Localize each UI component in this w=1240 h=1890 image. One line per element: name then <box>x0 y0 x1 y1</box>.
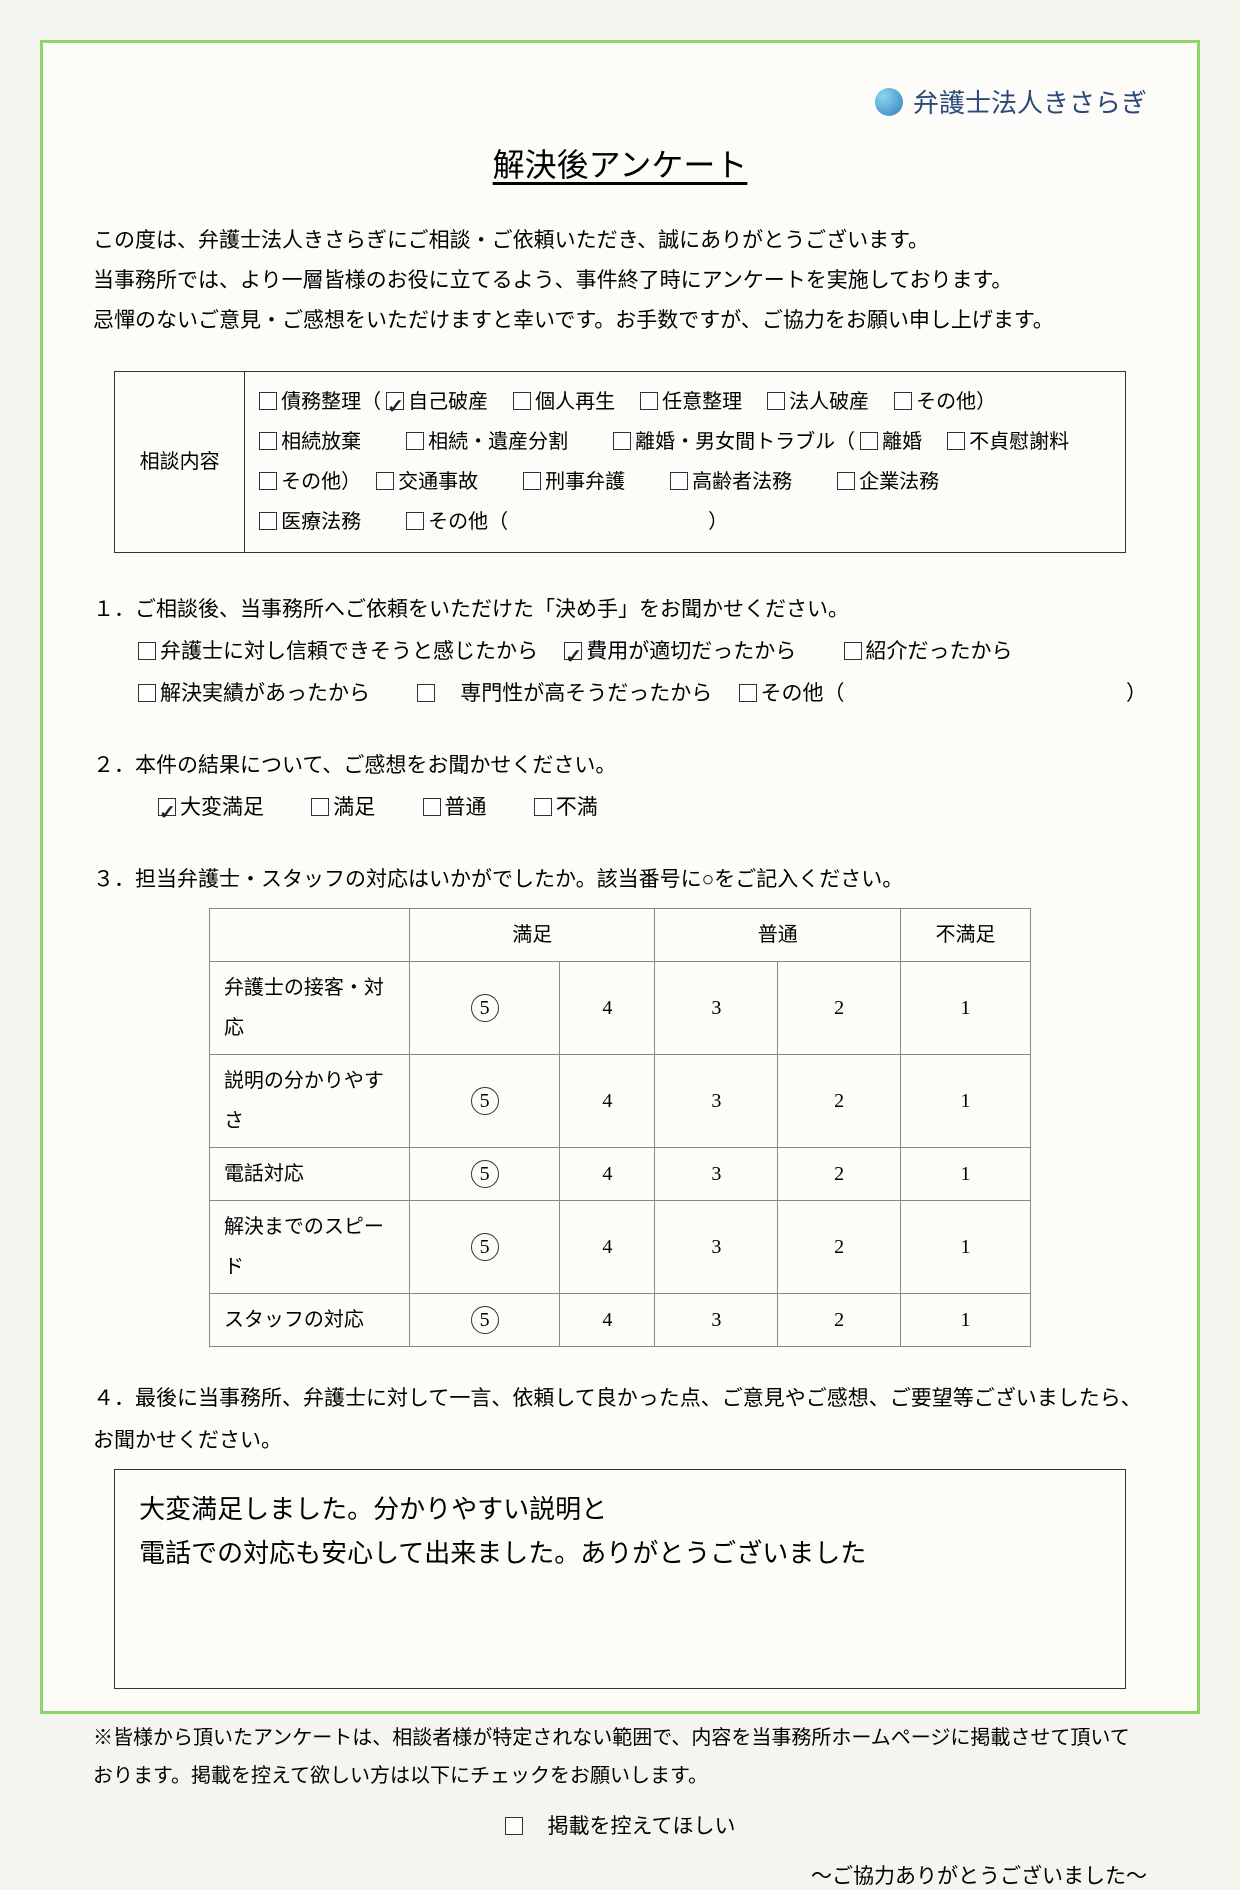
intro-text: この度は、弁護士法人きさらぎにご相談・ご依頼いただき、誠にありがとうございます。… <box>93 221 1147 341</box>
rating-table: 満足 普通 不満足 弁護士の接客・対応 5 4 3 2 1 説明の分かりやすさ … <box>209 908 1031 1347</box>
rating-header-satisfied: 満足 <box>409 908 655 961</box>
logo-area: 弁護士法人きさらぎ <box>93 83 1147 120</box>
q1-opt2-checkbox[interactable] <box>564 642 582 660</box>
checkbox-jikohasan[interactable] <box>386 392 404 410</box>
q1-text: １．ご相談後、当事務所へご依頼をいただけた「決め手」をお聞かせください。 <box>93 588 1147 630</box>
checkbox-sonota2[interactable] <box>259 472 277 490</box>
q2-text: ２．本件の結果について、ご感想をお聞かせください。 <box>93 744 1147 786</box>
comment-box[interactable]: 大変満足しました。分かりやすい説明と 電話での対応も安心して出来ました。ありがと… <box>114 1469 1126 1689</box>
checkbox-niniseiri[interactable] <box>640 392 658 410</box>
checkbox-rikon2[interactable] <box>860 432 878 450</box>
question-2: ２．本件の結果について、ご感想をお聞かせください。 大変満足 満足 普通 不満 <box>93 744 1147 828</box>
checkbox-kigyou[interactable] <box>837 472 855 490</box>
checkbox-keiji[interactable] <box>523 472 541 490</box>
globe-icon <box>875 88 903 116</box>
handwritten-line-2: 電話での対応も安心して出来ました。ありがとうございました <box>139 1532 1101 1576</box>
company-name: 弁護士法人きさらぎ <box>913 83 1147 120</box>
q2-opt2-checkbox[interactable] <box>311 798 329 816</box>
intro-line-2: 当事務所では、より一層皆様のお役に立てるよう、事件終了時にアンケートを実施してお… <box>93 261 1147 301</box>
consult-options: 債務整理（ 自己破産 個人再生 任意整理 法人破産 その他） 相続放棄 相続・遺… <box>245 371 1126 552</box>
q2-opt4-checkbox[interactable] <box>534 798 552 816</box>
page-title: 解決後アンケート <box>93 140 1147 186</box>
checkbox-kourei[interactable] <box>670 472 688 490</box>
rating-circled-5: 5 <box>471 1233 499 1261</box>
consultation-type-table: 相談内容 債務整理（ 自己破産 個人再生 任意整理 法人破産 その他） 相続放棄… <box>114 371 1126 553</box>
rating-circled-5: 5 <box>471 1306 499 1334</box>
question-1: １．ご相談後、当事務所へご依頼をいただけた「決め手」をお聞かせください。 弁護士… <box>93 588 1147 714</box>
rating-row-2: 説明の分かりやすさ 5 4 3 2 1 <box>209 1054 1030 1147</box>
q1-opt3-checkbox[interactable] <box>844 642 862 660</box>
handwritten-line-1: 大変満足しました。分かりやすい説明と <box>139 1488 1101 1532</box>
q1-opt6-checkbox[interactable] <box>739 684 757 702</box>
checkbox-iryou[interactable] <box>259 512 277 530</box>
q2-opt3-checkbox[interactable] <box>423 798 441 816</box>
footer-checkbox-row: 掲載を控えてほしい <box>93 1810 1147 1840</box>
rating-row-4: 解決までのスピード 5 4 3 2 1 <box>209 1200 1030 1293</box>
rating-row-5: スタッフの対応 5 4 3 2 1 <box>209 1293 1030 1346</box>
rating-row-1: 弁護士の接客・対応 5 4 3 2 1 <box>209 961 1030 1054</box>
rating-circled-5: 5 <box>471 994 499 1022</box>
q1-opt1-checkbox[interactable] <box>138 642 156 660</box>
checkbox-houjinhasan[interactable] <box>767 392 785 410</box>
checkbox-saimu[interactable] <box>259 392 277 410</box>
checkbox-souzokuhouki[interactable] <box>259 432 277 450</box>
q3-text: ３．担当弁護士・スタッフの対応はいかがでしたか。該当番号に○をご記入ください。 <box>93 858 1147 900</box>
footer-note: ※皆様から頂いたアンケートは、相談者様が特定されない範囲で、内容を当事務所ホーム… <box>93 1719 1147 1795</box>
checkbox-souzokuisan[interactable] <box>406 432 424 450</box>
checkbox-koutsu[interactable] <box>376 472 394 490</box>
checkbox-futei[interactable] <box>947 432 965 450</box>
consult-label: 相談内容 <box>115 371 245 552</box>
rating-header-empty <box>209 908 409 961</box>
question-3: ３．担当弁護士・スタッフの対応はいかがでしたか。該当番号に○をご記入ください。 … <box>93 858 1147 1347</box>
checkbox-sonota1[interactable] <box>894 392 912 410</box>
checkbox-no-publish[interactable] <box>505 1817 523 1835</box>
checkbox-kojinsaisei[interactable] <box>513 392 531 410</box>
survey-page: 弁護士法人きさらぎ 解決後アンケート この度は、弁護士法人きさらぎにご相談・ご依… <box>40 40 1200 1714</box>
q1-opt4-checkbox[interactable] <box>138 684 156 702</box>
rating-circled-5: 5 <box>471 1160 499 1188</box>
rating-circled-5: 5 <box>471 1087 499 1115</box>
q4-text: ４．最後に当事務所、弁護士に対して一言、依頼して良かった点、ご意見やご感想、ご要… <box>93 1377 1147 1461</box>
checkbox-sonota3[interactable] <box>406 512 424 530</box>
q1-opt5-checkbox[interactable] <box>417 684 435 702</box>
q2-opt1-checkbox[interactable] <box>158 798 176 816</box>
intro-line-3: 忌憚のないご意見・ご感想をいただけますと幸いです。お手数ですが、ご協力をお願い申… <box>93 301 1147 341</box>
rating-header-unsatisfied: 不満足 <box>901 908 1031 961</box>
rating-row-3: 電話対応 5 4 3 2 1 <box>209 1147 1030 1200</box>
checkbox-rikon[interactable] <box>613 432 631 450</box>
question-4: ４．最後に当事務所、弁護士に対して一言、依頼して良かった点、ご意見やご感想、ご要… <box>93 1377 1147 1689</box>
rating-header-normal: 普通 <box>655 908 901 961</box>
thanks-text: ～ご協力ありがとうございました～ <box>93 1860 1147 1890</box>
intro-line-1: この度は、弁護士法人きさらぎにご相談・ご依頼いただき、誠にありがとうございます。 <box>93 221 1147 261</box>
